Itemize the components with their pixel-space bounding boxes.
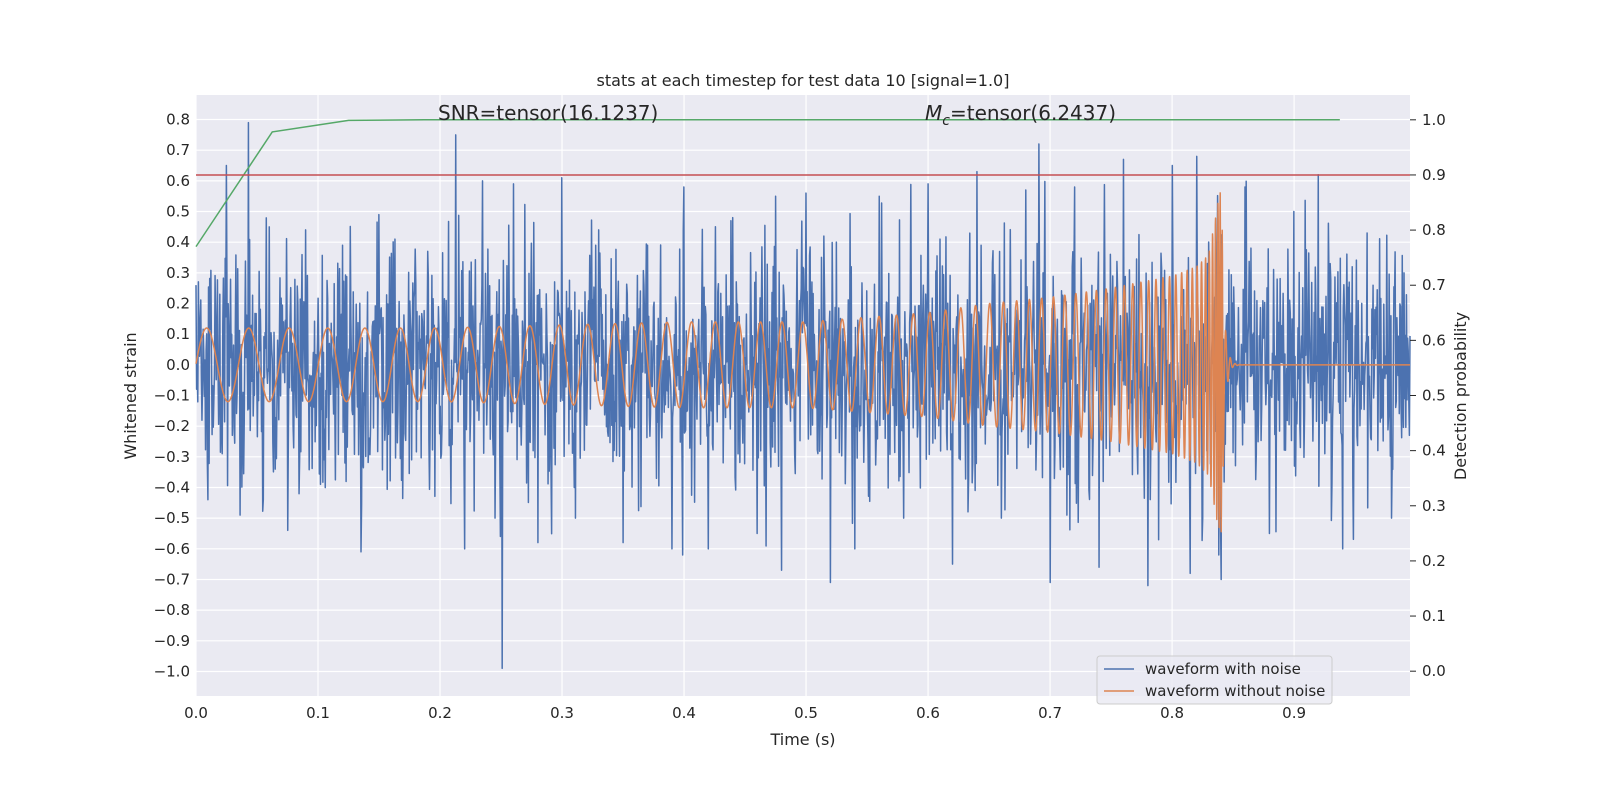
y2-tick-label: 0.9 [1422,166,1446,184]
y-tick-label: −0.1 [154,387,190,405]
x-tick-label: 0.8 [1160,704,1184,722]
y-tick-label: 0.2 [166,295,190,313]
x-tick-label: 0.7 [1038,704,1062,722]
legend-label-noise: waveform with noise [1145,660,1301,678]
chart-title: stats at each timestep for test data 10 … [597,71,1010,90]
y2-tick-label: 0.4 [1422,442,1446,460]
y-tick-label: −0.4 [154,478,190,496]
y2-tick-label: 0.6 [1422,331,1446,349]
y-tick-label: −1.0 [154,662,190,680]
y-tick-label: −0.7 [154,570,190,588]
x-tick-label: 0.5 [794,704,818,722]
y-tick-labels: 0.8 0.7 0.6 0.5 0.4 0.3 0.2 0.1 0.0 −0.1 −0.2 −0.3 −… [154,111,190,681]
chirp-mass-symbol: M [925,101,942,125]
y2-tick-label: 0.8 [1422,221,1446,239]
y-tick-label: 0.0 [166,356,190,374]
y2-tick-label: 1.0 [1422,111,1446,129]
x-axis-label: Time (s) [769,730,835,749]
y2-tick-label: 0.1 [1422,607,1446,625]
y-tick-label: 0.6 [166,172,190,190]
legend-box [1096,655,1333,705]
series-line-waveform-without-noise [195,192,1411,533]
y-tick-label: 0.5 [166,203,190,221]
series-line-detection-probability [195,119,1340,248]
y-tick-label: 0.7 [166,141,190,159]
snr-annotation: SNR=tensor(16.1237) [438,101,658,125]
y-tick-label: −0.5 [154,509,190,527]
chirp-mass-value: =tensor(6.2437) [950,101,1116,125]
y2-tick-labels: 1.0 0.9 0.8 0.7 0.6 0.5 0.4 0.3 0.2 0.1 0.0 [1410,111,1446,680]
y-tick-label: −0.6 [154,540,190,558]
y-tick-label: −0.8 [154,601,190,619]
x-tick-label: 0.9 [1282,704,1306,722]
series-layer [195,119,1411,670]
x-tick-label: 0.2 [428,704,452,722]
x-tick-label: 0.4 [672,704,696,722]
y2-tick-label: 0.3 [1422,497,1446,515]
y2-tick-label: 0.5 [1422,387,1446,405]
y-axis-label: Whitened strain [121,332,140,459]
y2-tick-label: 0.2 [1422,552,1446,570]
y-tick-label: −0.9 [154,632,190,650]
y-tick-label: 0.8 [166,111,190,129]
x-tick-labels: 0.0 0.1 0.2 0.3 0.4 0.5 0.6 0.7 0.8 0.9 [184,704,1306,722]
x-tick-label: 0.3 [550,704,574,722]
x-tick-label: 0.0 [184,704,208,722]
y-tick-label: 0.4 [166,233,190,251]
series-line-waveform-with-noise [195,121,1411,670]
y2-tick-label: 0.7 [1422,276,1446,294]
y-tick-label: 0.1 [166,325,190,343]
x-tick-label: 0.1 [306,704,330,722]
y-tick-label: −0.2 [154,417,190,435]
legend: waveform with noise waveform without noi… [1096,655,1333,705]
legend-label-clean: waveform without noise [1145,682,1325,700]
chirp-mass-annotation: Mc=tensor(6.2437) [925,101,1116,129]
y2-axis-label: Detection probability [1451,312,1470,480]
y-tick-label: 0.3 [166,264,190,282]
x-tick-label: 0.6 [916,704,940,722]
chirp-mass-subscript: c [942,113,950,129]
y-tick-label: −0.3 [154,448,190,466]
y2-tick-label: 0.0 [1422,662,1446,680]
